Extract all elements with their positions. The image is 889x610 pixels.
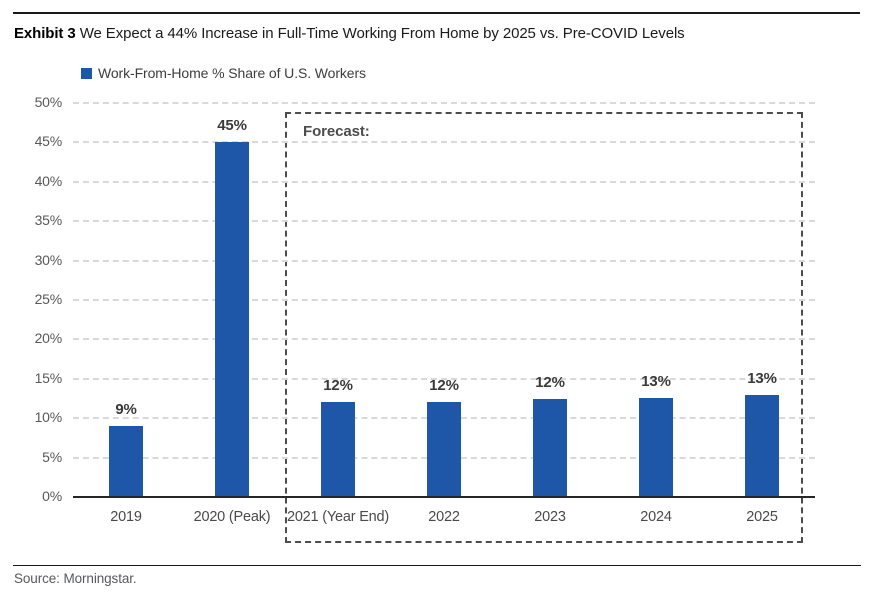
bar-value-label: 13% xyxy=(641,372,671,390)
bar xyxy=(745,394,779,496)
gridline xyxy=(73,141,815,144)
y-axis-tick-label: 15% xyxy=(34,369,63,386)
bar-value-label: 45% xyxy=(217,117,247,135)
chart-legend: Work-From-Home % Share of U.S. Workers xyxy=(81,65,366,81)
bar xyxy=(109,426,143,496)
gridline xyxy=(73,338,815,341)
bar-value-label: 12% xyxy=(323,377,353,395)
y-axis-tick-label: 30% xyxy=(34,251,63,268)
y-axis-tick-label: 50% xyxy=(34,94,63,110)
bar xyxy=(533,399,567,496)
gridline xyxy=(73,377,815,380)
source-note: Source: Morningstar. xyxy=(14,571,137,586)
gridline xyxy=(73,180,815,183)
forecast-region-box: Forecast: xyxy=(285,112,803,543)
y-axis-tick-label: 45% xyxy=(34,133,63,150)
bar-value-label: 9% xyxy=(115,401,137,419)
gridline xyxy=(73,220,815,223)
x-axis-category-label: 2024 xyxy=(640,509,672,525)
x-axis-category-label: 2025 xyxy=(746,509,778,525)
x-axis-line xyxy=(73,496,815,498)
x-axis-category-label: 2019 xyxy=(110,509,142,525)
y-axis-tick-label: 20% xyxy=(34,330,63,347)
x-axis-category-label: 2020 (Peak) xyxy=(193,509,271,525)
bar xyxy=(639,397,673,496)
x-axis-category-label: 2022 xyxy=(428,509,460,525)
bar-value-label: 13% xyxy=(747,369,777,387)
bar xyxy=(215,142,249,496)
exhibit-label: Exhibit 3 xyxy=(14,25,76,42)
bar-value-label: 12% xyxy=(429,377,459,395)
top-divider xyxy=(13,12,860,14)
legend-label: Work-From-Home % Share of U.S. Workers xyxy=(98,65,366,81)
y-axis-tick-label: 10% xyxy=(34,409,63,426)
gridline xyxy=(73,299,815,301)
exhibit-title-text: We Expect a 44% Increase in Full-Time Wo… xyxy=(79,25,685,42)
y-axis-tick-label: 40% xyxy=(34,172,63,189)
y-axis-tick-label: 25% xyxy=(34,291,63,307)
bar-value-label: 12% xyxy=(535,374,565,392)
y-axis-tick-label: 35% xyxy=(34,212,63,229)
exhibit-title: Exhibit 3 We Expect a 44% Increase in Fu… xyxy=(14,24,864,43)
legend-swatch xyxy=(81,67,92,79)
x-axis-category-label: 2021 (Year End) xyxy=(286,509,390,525)
bar xyxy=(427,402,461,496)
bottom-divider xyxy=(13,565,861,566)
bar xyxy=(321,402,355,496)
gridline xyxy=(73,102,815,104)
gridline xyxy=(73,259,815,262)
forecast-label: Forecast: xyxy=(303,123,370,140)
y-axis-tick-label: 0% xyxy=(42,488,62,504)
y-axis-tick-label: 5% xyxy=(42,448,62,465)
x-axis-category-label: 2023 xyxy=(534,509,566,525)
